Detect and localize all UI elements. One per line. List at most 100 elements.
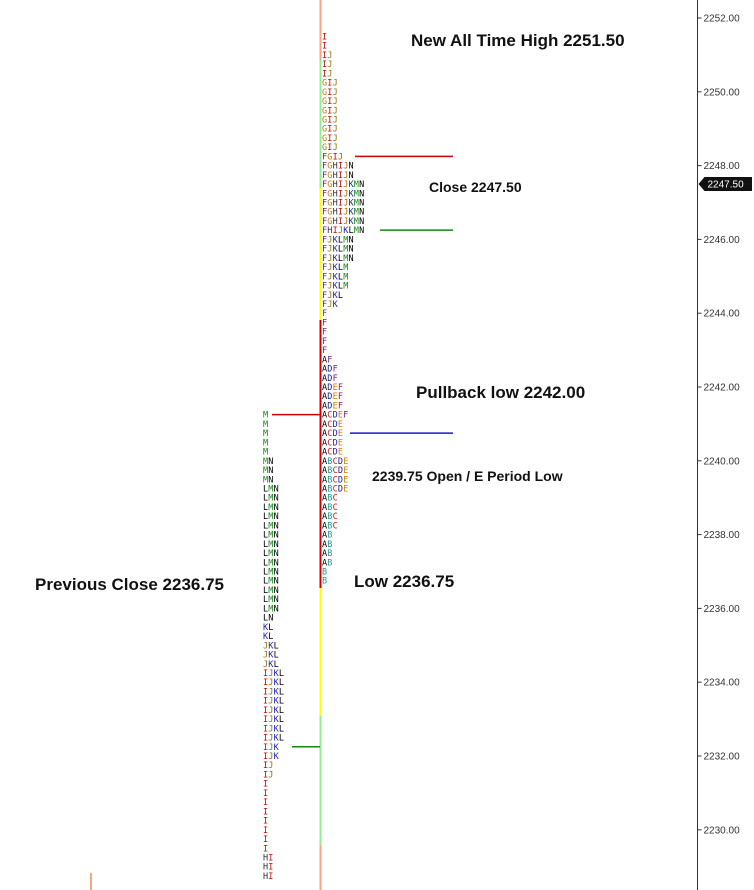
current-day-tpo-letter: I [327, 143, 332, 153]
previous-day-tpo-letter: I [263, 844, 268, 854]
current-day-tpo-letter: B [327, 475, 332, 485]
current-day-tpo-letter: F [322, 282, 327, 292]
previous-day-tpo-letter: K [268, 660, 274, 670]
current-day-tpo-letter: A [322, 531, 327, 541]
current-day-tpo-letter: B [327, 512, 332, 522]
current-day-tpo-letter: E [343, 457, 348, 467]
previous-day-tpo-letter: L [279, 734, 284, 744]
previous-day-tpo-letter: I [263, 817, 268, 827]
previous-day-tpo-letter: M [263, 429, 268, 439]
previous-day-tpo-letter: I [263, 687, 268, 697]
previous-day-tpo-letter: I [263, 770, 268, 780]
current-day-tpo-letter: J [343, 189, 348, 199]
current-day-tpo-letter: G [322, 125, 327, 135]
previous-day-tpo-letter: I [263, 715, 268, 725]
previous-day-tpo-letter: K [274, 678, 280, 688]
previous-day-tpo-letter: L [279, 715, 284, 725]
current-day-tpo-letter: F [338, 392, 343, 402]
current-price-tag: 2247.50 [698, 177, 752, 192]
current-day-tpo-letter: G [322, 79, 327, 89]
current-day-tpo-letter: G [327, 152, 332, 162]
current-day-tpo-letter: E [343, 475, 348, 485]
previous-day-tpo-letter: I [263, 780, 268, 790]
current-day-tpo-letter: L [338, 245, 343, 255]
current-day-tpo-letter: M [343, 282, 348, 292]
reference-levels [272, 155, 453, 748]
current-day-tpo-letter: C [333, 494, 338, 504]
current-day-tpo-letter: C [327, 448, 332, 458]
previous-day-tpo-letter: I [263, 678, 268, 688]
current-day-tpo-letter: B [327, 521, 332, 531]
current-day-tpo-letter: B [327, 457, 332, 467]
current-day-tpo-letter: G [327, 180, 332, 190]
current-day-tpo-letter: N [349, 254, 354, 264]
current-day-tpo-letter: J [333, 97, 338, 107]
current-day-tpo-letter: F [322, 318, 327, 328]
current-day-tpo-letter: L [338, 235, 343, 245]
previous-day-tpo-letter: I [263, 734, 268, 744]
price-tick-label: 2244.00 [704, 309, 741, 320]
current-day-tpo-letter: F [322, 272, 327, 282]
current-price-tag-shape [698, 177, 752, 192]
previous-day-tpo-letter: J [268, 761, 273, 771]
current-day-tpo-letter: A [322, 494, 327, 504]
current-day-tpo-letter: A [322, 420, 327, 430]
current-day-tpo-letter: F [338, 401, 343, 411]
current-day-tpo-letter: K [333, 235, 339, 245]
current-day-tpo-letter: A [322, 374, 327, 384]
price-tick-label: 2240.00 [704, 456, 741, 467]
previous-day-tpo-letter: I [263, 706, 268, 716]
current-day-tpo-letter: D [333, 420, 338, 430]
current-day-tpo-letter: M [354, 199, 359, 209]
price-tick-label: 2250.00 [704, 87, 741, 98]
previous-day-tpo-letter: I [268, 853, 273, 863]
current-day-tpo-letter: D [327, 374, 332, 384]
current-day-tpo-letter: D [333, 438, 338, 448]
previous-day-tpo-letter: H [263, 863, 268, 873]
current-day-tpo-letter: C [333, 457, 338, 467]
previous-day-tpo-letter: L [263, 549, 268, 559]
current-day-tpo-letter: J [343, 180, 348, 190]
current-day-tpo-letter: I [327, 125, 332, 135]
current-day-tpo-letter: D [338, 484, 343, 494]
previous-day-tpo-letter: L [279, 706, 284, 716]
previous-day-tpo-letter: J [268, 743, 273, 753]
current-day-tpo-letter: L [349, 226, 354, 236]
current-day-tpo-letter: A [322, 383, 327, 393]
previous-day-tpo-letter: M [268, 494, 273, 504]
current-day-tpo-letter: J [333, 88, 338, 98]
current-day-tpo-letter: F [322, 152, 327, 162]
current-day-tpo-letter: I [322, 69, 327, 79]
current-day-tpo-letter: N [359, 180, 364, 190]
previous-close-annotation: Previous Close 2236.75 [35, 575, 224, 594]
previous-day-tpo-letter: J [263, 651, 268, 661]
price-axis: 2230.00 2232.00 2234.00 2236.00 2238.00 2240.… [697, 0, 741, 890]
current-day-tpo-letter: C [327, 438, 332, 448]
current-day-tpo-letter: F [322, 309, 327, 319]
current-day-tpo-letter: E [338, 420, 343, 430]
current-day-tpo-letter: C [327, 411, 332, 421]
current-day-tpo-letter: I [322, 42, 327, 52]
current-day-tpo-letter: A [322, 411, 327, 421]
current-day-tpo-letter: B [327, 494, 332, 504]
current-day-tpo-letter: G [322, 134, 327, 144]
previous-day-tpo-letter: L [274, 651, 279, 661]
current-day-tpo-letter: I [327, 115, 332, 125]
current-day-tpo-letter: E [333, 401, 338, 411]
current-day-tpo-letter: J [327, 60, 332, 70]
current-day-tpo-letter: C [333, 503, 338, 513]
current-day-tpo-letter: E [343, 484, 348, 494]
previous-day-tpo-letter: K [263, 623, 269, 633]
current-day-tpo-letter: D [327, 392, 332, 402]
current-day-tpo-letter: G [327, 199, 332, 209]
current-day-tpo-letter: K [333, 300, 339, 310]
current-day-tpo-letter: A [322, 521, 327, 531]
current-day-tpo-letter: F [343, 411, 348, 421]
previous-day-tpo-letter: L [274, 641, 279, 651]
current-day-tpo-letter: I [338, 162, 343, 172]
close-annotation: Close 2247.50 [429, 179, 522, 195]
current-day-tpo-letter: B [322, 568, 327, 578]
current-day-tpo-letter: G [322, 88, 327, 98]
current-day-tpo-letter: F [322, 300, 327, 310]
current-day-tpo-letter: M [343, 272, 348, 282]
